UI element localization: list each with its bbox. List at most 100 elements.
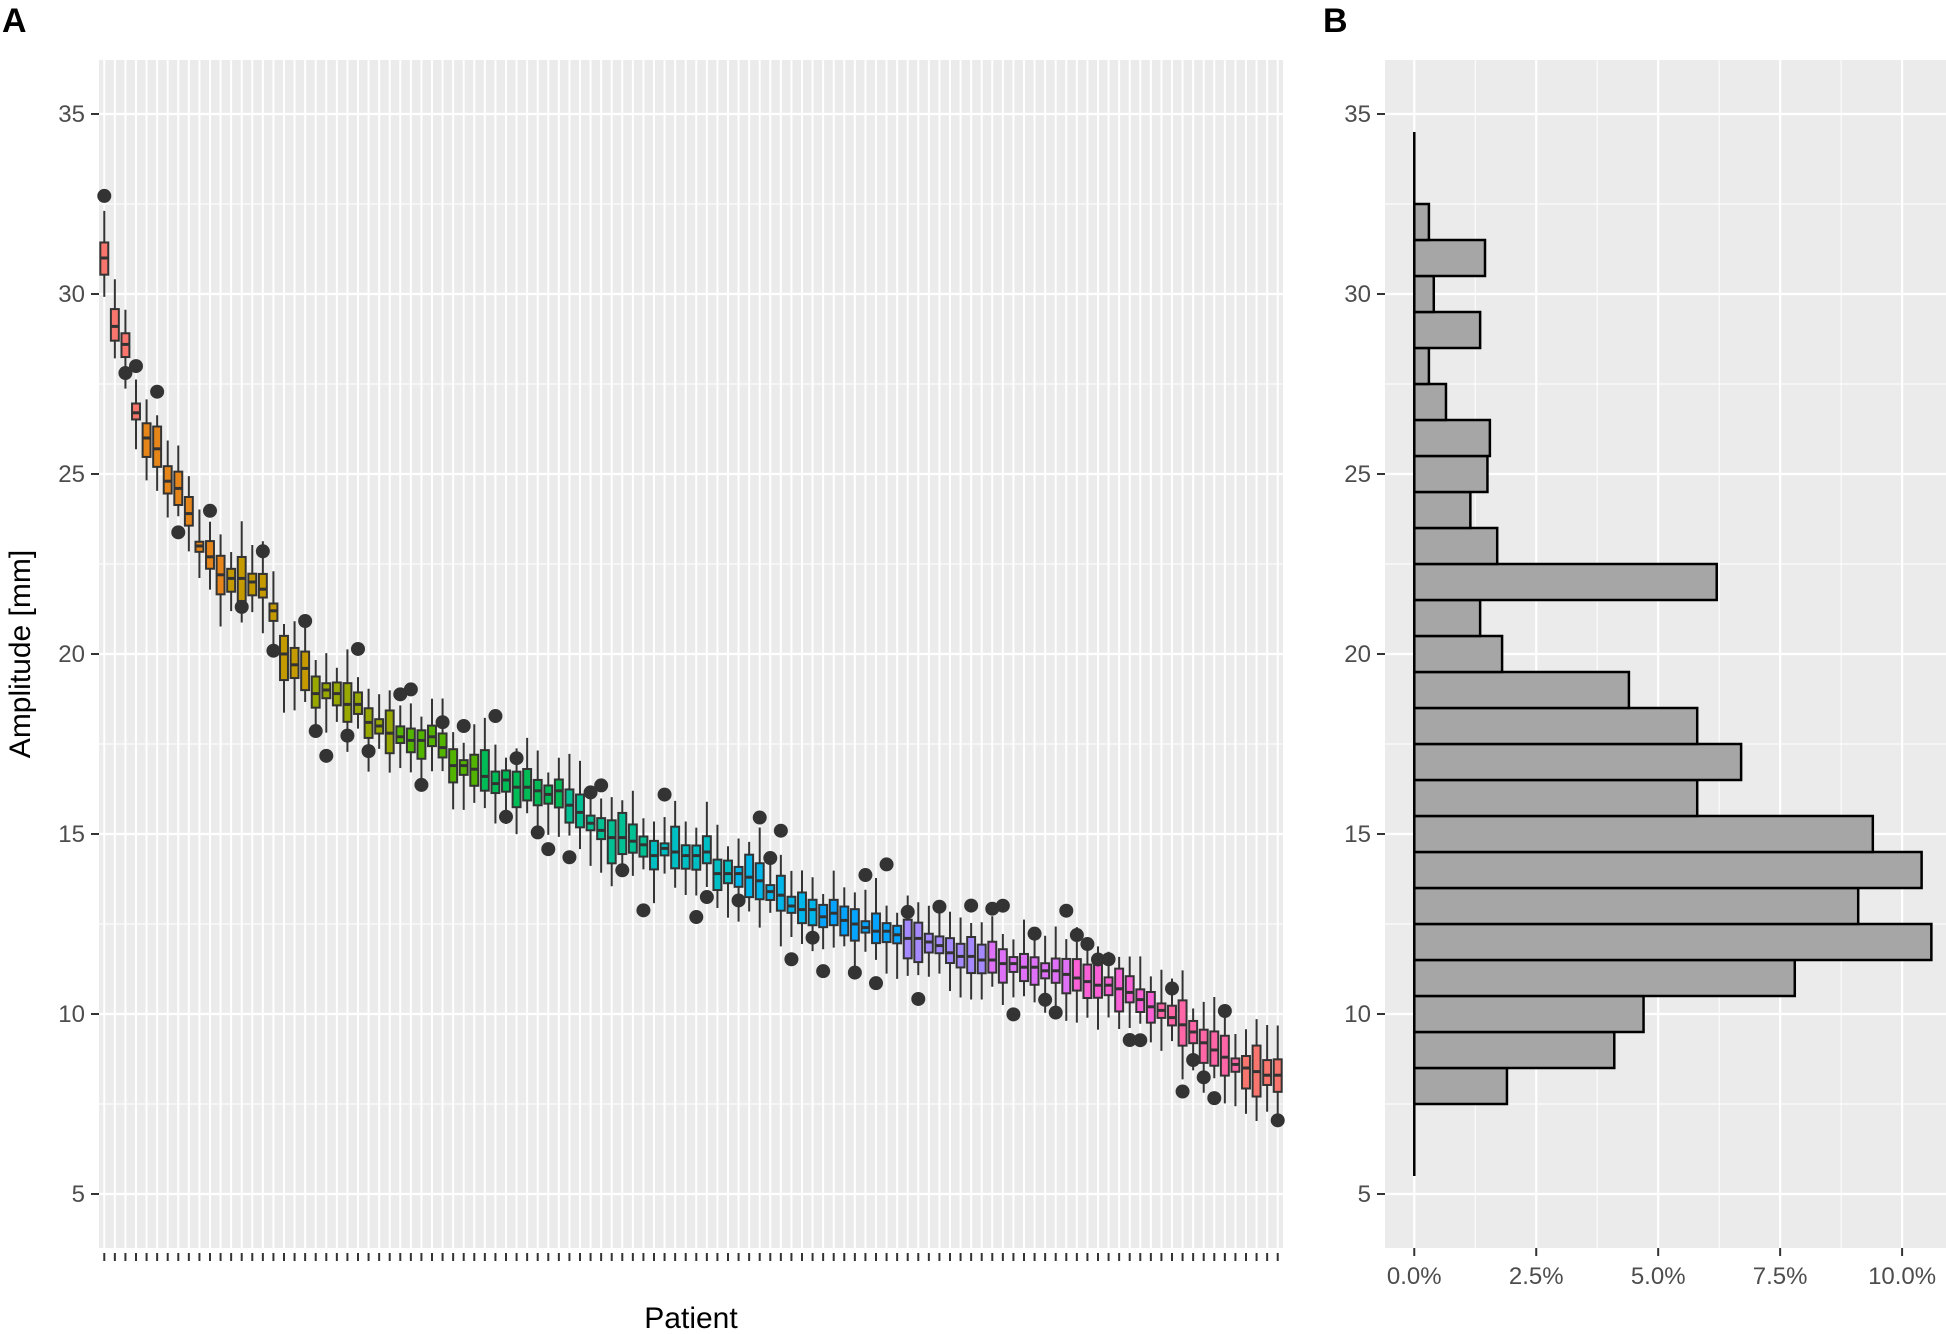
patient-box bbox=[414, 716, 429, 792]
box-outlier bbox=[403, 682, 418, 697]
box-outlier bbox=[351, 641, 365, 656]
patient-box bbox=[279, 623, 289, 713]
box-body bbox=[617, 811, 628, 856]
patient-box bbox=[141, 399, 152, 481]
histogram-bar bbox=[1413, 1030, 1616, 1070]
y-tick-label: 35 bbox=[58, 101, 85, 128]
box-body bbox=[627, 823, 638, 854]
box-outlier bbox=[636, 903, 651, 918]
box-body bbox=[670, 825, 681, 870]
y-tick-label: 35 bbox=[1344, 101, 1371, 128]
box-outlier bbox=[118, 366, 133, 381]
histogram-bar bbox=[1413, 670, 1631, 710]
x-tick-label: 2.5% bbox=[1509, 1263, 1564, 1290]
histogram-bar bbox=[1413, 418, 1492, 458]
patient-box bbox=[985, 901, 1000, 987]
histogram-bar bbox=[1413, 310, 1482, 350]
histogram-bar bbox=[1413, 958, 1797, 998]
box-outlier bbox=[594, 778, 609, 793]
patient-box bbox=[763, 851, 778, 913]
box-outlier bbox=[1048, 1005, 1063, 1020]
patient-box bbox=[1207, 996, 1222, 1106]
patient-box bbox=[541, 772, 556, 857]
patient-box bbox=[1101, 951, 1116, 1018]
box-outlier bbox=[456, 719, 471, 734]
patient-box bbox=[435, 698, 450, 772]
patient-box bbox=[657, 787, 672, 874]
box-body bbox=[522, 768, 533, 802]
patient-box bbox=[479, 717, 490, 809]
patient-box bbox=[689, 827, 704, 925]
patient-box bbox=[469, 724, 480, 803]
box-body bbox=[141, 422, 152, 458]
box-outlier bbox=[541, 842, 556, 857]
box-outlier bbox=[1133, 1033, 1148, 1048]
box-outlier bbox=[1270, 1113, 1285, 1128]
box-outlier bbox=[583, 785, 598, 800]
box-body bbox=[395, 725, 406, 745]
patient-box bbox=[1019, 919, 1029, 997]
box-body bbox=[205, 540, 215, 570]
box-outlier bbox=[869, 976, 883, 991]
patient-box bbox=[150, 384, 165, 491]
histogram-bar bbox=[1413, 922, 1933, 962]
box-body bbox=[279, 634, 289, 682]
y-tick-label: 5 bbox=[72, 1181, 85, 1208]
histogram-bar bbox=[1413, 562, 1718, 602]
histogram-bar bbox=[1413, 778, 1699, 818]
panel-a-label: A bbox=[2, 2, 27, 40]
patient-box bbox=[923, 905, 934, 977]
box-outlier bbox=[1006, 1007, 1021, 1022]
box-outlier bbox=[393, 687, 408, 702]
panel-b-x-ticks: 0.0% 2.5% 5.0% 7.5% 10.0% bbox=[1387, 1248, 1936, 1290]
patient-box bbox=[712, 824, 723, 908]
box-outlier bbox=[1175, 1084, 1190, 1099]
box-body bbox=[987, 940, 998, 974]
patient-box bbox=[606, 797, 617, 887]
box-outlier bbox=[319, 748, 334, 763]
patient-box bbox=[699, 801, 714, 905]
x-tick-label: 5.0% bbox=[1631, 1263, 1686, 1290]
patient-box bbox=[744, 841, 755, 912]
box-body bbox=[1029, 956, 1040, 986]
patient-box bbox=[308, 659, 323, 739]
box-outlier bbox=[1196, 1070, 1211, 1085]
y-tick-label: 15 bbox=[1344, 821, 1371, 848]
box-outlier bbox=[129, 359, 143, 374]
histogram-bar bbox=[1413, 814, 1875, 854]
patient-box bbox=[900, 895, 915, 976]
patient-box bbox=[183, 476, 194, 552]
box-body bbox=[458, 759, 469, 776]
box-body bbox=[437, 732, 448, 759]
histogram-bar bbox=[1413, 850, 1923, 890]
box-outlier bbox=[752, 810, 767, 825]
box-outlier bbox=[266, 643, 281, 658]
y-axis-title: Amplitude [mm] bbox=[4, 550, 37, 758]
patient-box bbox=[553, 757, 564, 837]
histogram-bar bbox=[1413, 454, 1489, 494]
patient-box bbox=[1145, 976, 1156, 1043]
patient-box bbox=[427, 698, 437, 772]
patient-box bbox=[1027, 926, 1042, 1003]
box-body bbox=[257, 572, 268, 599]
box-outlier bbox=[879, 857, 894, 872]
patient-box bbox=[266, 571, 281, 658]
box-body bbox=[511, 770, 522, 809]
box-body bbox=[1219, 1034, 1230, 1077]
box-body bbox=[1071, 958, 1082, 992]
patient-box bbox=[255, 541, 270, 634]
box-body bbox=[797, 891, 807, 925]
histogram-bar bbox=[1413, 346, 1431, 386]
panel-a-gridlines bbox=[99, 60, 1283, 1248]
box-outlier bbox=[530, 825, 545, 840]
patient-box bbox=[583, 785, 598, 866]
box-body bbox=[733, 865, 744, 888]
box-outlier bbox=[1101, 952, 1116, 967]
box-outlier bbox=[499, 809, 513, 824]
box-outlier bbox=[773, 823, 788, 838]
patient-box bbox=[816, 893, 831, 979]
histogram-bar bbox=[1413, 526, 1499, 566]
box-body bbox=[606, 819, 617, 865]
box-outlier bbox=[964, 898, 979, 913]
box-body bbox=[226, 567, 237, 593]
